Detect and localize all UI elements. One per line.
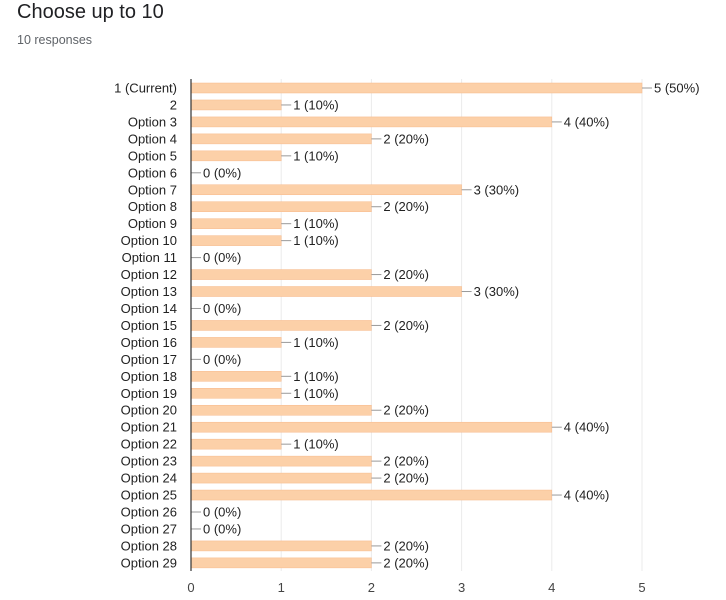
data-label: 1 (10%) xyxy=(293,335,339,350)
category-label: Option 15 xyxy=(121,318,177,333)
category-label: Option 11 xyxy=(122,250,177,265)
bar xyxy=(190,557,372,569)
category-label: Option 19 xyxy=(121,386,177,401)
category-label: Option 25 xyxy=(121,488,177,503)
category-label: Option 26 xyxy=(121,505,177,520)
bar xyxy=(190,404,372,416)
data-label: 1 (10%) xyxy=(293,148,339,163)
category-label: Option 18 xyxy=(121,369,177,384)
data-label: 4 (40%) xyxy=(564,114,610,129)
data-label: 2 (20%) xyxy=(383,199,429,214)
data-label: 1 (10%) xyxy=(293,97,339,112)
data-label: 4 (40%) xyxy=(564,488,610,503)
bar xyxy=(190,489,553,501)
bar xyxy=(190,133,372,145)
data-label: 2 (20%) xyxy=(383,555,429,570)
bar xyxy=(190,371,282,382)
bar xyxy=(190,116,553,128)
data-label: 2 (20%) xyxy=(383,131,429,146)
bar xyxy=(190,150,282,162)
bar xyxy=(190,286,462,297)
category-label: Option 13 xyxy=(121,284,177,299)
data-label: 1 (10%) xyxy=(293,233,339,248)
x-tick-label: 3 xyxy=(458,580,465,595)
category-label: Option 6 xyxy=(128,165,177,180)
bar xyxy=(190,184,462,196)
bar xyxy=(190,337,282,348)
bar xyxy=(190,269,372,280)
category-label: Option 29 xyxy=(121,555,177,570)
bar xyxy=(190,421,553,433)
category-label: Option 16 xyxy=(121,335,177,350)
question-title: Choose up to 10 xyxy=(17,1,164,23)
data-label: 5 (50%) xyxy=(654,81,700,96)
data-label: 4 (40%) xyxy=(564,420,610,435)
category-label: Option 9 xyxy=(128,216,177,231)
category-label: Option 20 xyxy=(121,403,177,418)
category-label: Option 24 xyxy=(121,471,177,486)
data-label: 0 (0%) xyxy=(203,165,241,180)
data-label: 0 (0%) xyxy=(203,521,241,536)
data-label: 0 (0%) xyxy=(203,250,241,265)
bar xyxy=(190,218,282,229)
x-tick-label: 1 xyxy=(278,580,285,595)
x-tick-label: 4 xyxy=(548,580,555,595)
data-label: 2 (20%) xyxy=(383,318,429,333)
bar xyxy=(190,201,372,212)
bar xyxy=(190,472,372,484)
category-label: Option 28 xyxy=(121,538,177,553)
data-label: 1 (10%) xyxy=(293,369,339,384)
data-label: 0 (0%) xyxy=(203,505,241,520)
category-label: Option 22 xyxy=(121,437,177,452)
category-label: 1 (Current) xyxy=(114,81,177,96)
data-label: 3 (30%) xyxy=(474,284,520,299)
category-label: 2 xyxy=(170,97,177,112)
data-label: 2 (20%) xyxy=(383,403,429,418)
category-label: Option 17 xyxy=(121,352,177,367)
data-label: 1 (10%) xyxy=(293,216,339,231)
bar xyxy=(190,438,282,450)
category-label: Option 14 xyxy=(121,301,177,316)
data-label: 0 (0%) xyxy=(203,352,241,367)
category-label: Option 4 xyxy=(128,131,177,146)
category-label: Option 12 xyxy=(121,267,177,282)
data-label: 2 (20%) xyxy=(383,538,429,553)
data-label: 1 (10%) xyxy=(293,437,339,452)
bar xyxy=(190,320,372,331)
data-label: 3 (30%) xyxy=(474,182,520,197)
bar xyxy=(190,82,643,94)
category-label: Option 23 xyxy=(121,454,177,469)
x-tick-label: 2 xyxy=(368,580,375,595)
bar xyxy=(190,99,282,111)
bar xyxy=(190,388,282,399)
x-tick-label: 5 xyxy=(638,580,645,595)
data-label: 2 (20%) xyxy=(383,267,429,282)
response-count: 10 responses xyxy=(17,33,93,47)
data-label: 2 (20%) xyxy=(383,454,429,469)
category-label: Option 5 xyxy=(128,148,177,163)
category-label: Option 8 xyxy=(128,199,177,214)
x-tick-label: 0 xyxy=(187,580,194,595)
category-label: Option 27 xyxy=(121,521,177,536)
category-label: Option 21 xyxy=(121,420,177,435)
bar xyxy=(190,455,372,467)
category-label: Option 10 xyxy=(121,233,177,248)
bar xyxy=(190,235,282,246)
bar xyxy=(190,540,372,552)
data-label: 2 (20%) xyxy=(383,471,429,486)
category-label: Option 7 xyxy=(128,182,177,197)
category-label: Option 3 xyxy=(128,114,177,129)
data-label: 1 (10%) xyxy=(293,386,339,401)
data-label: 0 (0%) xyxy=(203,301,241,316)
